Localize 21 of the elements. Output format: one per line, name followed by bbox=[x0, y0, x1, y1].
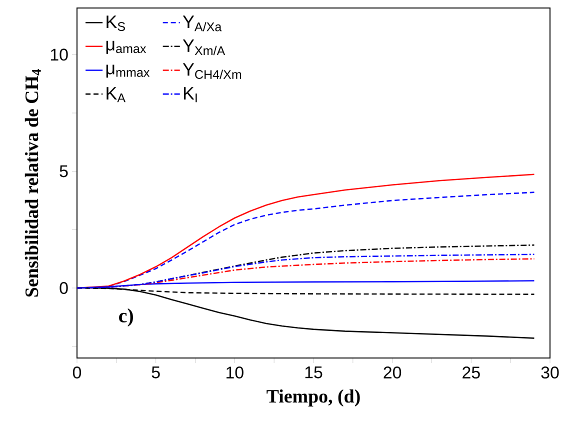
legend-label: K$_{I}$ bbox=[184, 87, 197, 102]
y-tick-label: 5 bbox=[60, 165, 68, 178]
x-tick-label: 5 bbox=[152, 366, 160, 378]
legend-label: Y$_{CH4/Xm}$ bbox=[182, 63, 242, 79]
x-tick-label: 0 bbox=[72, 366, 82, 379]
legend-label: Y$_{Xm/A}$ bbox=[182, 39, 226, 56]
y-tick-label: 10 bbox=[50, 48, 68, 61]
legend-label: Y$_{A/Xa}$ bbox=[182, 16, 222, 32]
x-tick-label: 20 bbox=[384, 366, 402, 379]
legend-label: μ$_{mmax}$ bbox=[106, 64, 150, 78]
x-tick-label: 15 bbox=[305, 366, 322, 378]
legend-label: K$_{A}$ bbox=[106, 87, 126, 102]
legend-label: K$_{S}$ bbox=[106, 16, 125, 31]
legend-label: μ$_{amax}$ bbox=[106, 40, 146, 54]
x-tick-label: 30 bbox=[541, 366, 559, 379]
y-axis-title: Sensibilidad relativa de CH$_{4}$ bbox=[24, 69, 41, 297]
annotation: c) bbox=[119, 308, 133, 326]
x-tick-label: 10 bbox=[226, 366, 244, 379]
x-axis-title: Tiempo, (d) bbox=[266, 389, 360, 407]
y-tick-label: 0 bbox=[60, 282, 68, 294]
x-tick-label: 25 bbox=[462, 366, 480, 379]
